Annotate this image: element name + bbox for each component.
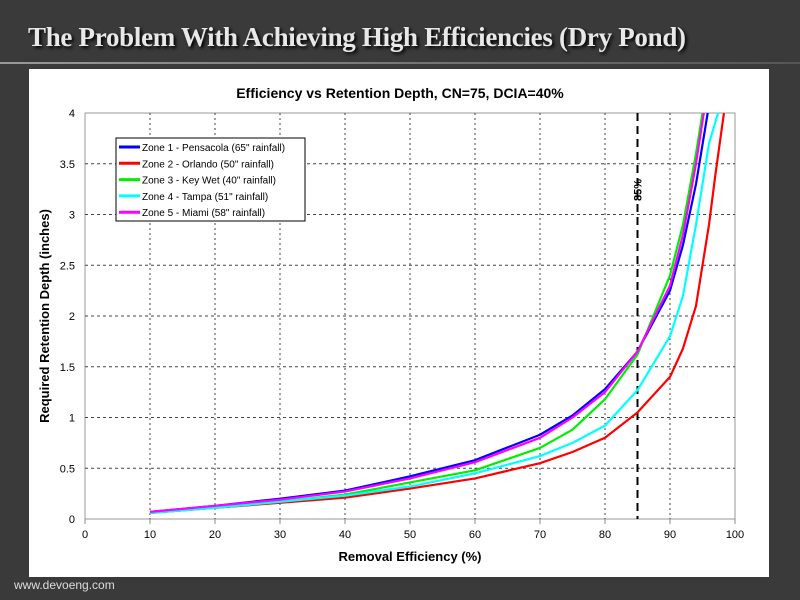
legend-entry: Zone 1 - Pensacola (65" rainfall) (142, 143, 285, 154)
x-axis-label: Removal Efficiency (%) (338, 549, 481, 564)
series-line (149, 112, 705, 513)
x-tick-label: 50 (404, 529, 416, 541)
x-tick-label: 20 (209, 529, 221, 541)
x-tick-label: 40 (339, 529, 351, 541)
y-tick-label: 2.5 (60, 260, 75, 272)
x-tick-label: 0 (82, 529, 88, 541)
legend-entry: Zone 2 - Orlando (50" rainfall) (142, 159, 274, 170)
legend-box (115, 137, 306, 222)
y-tick-label: 1.5 (60, 362, 75, 374)
x-tick-label: 70 (534, 529, 546, 541)
x-tick-label: 80 (599, 529, 611, 541)
footer-url: www.devoeng.com (14, 578, 115, 592)
legend-entry: Zone 4 - Tampa (51" rainfall) (142, 192, 268, 203)
x-tick-label: 30 (274, 529, 286, 541)
y-tick-label: 0 (69, 514, 75, 526)
legend-entry: Zone 5 - Miami (58" rainfall) (142, 208, 265, 219)
legend-entry: Zone 3 - Key Wet (40" rainfall) (142, 176, 276, 187)
x-tick-label: 100 (726, 529, 744, 541)
x-tick-label: 60 (469, 529, 481, 541)
series-line (149, 112, 726, 515)
y-tick-label: 3 (69, 210, 75, 222)
y-tick-label: 0.5 (60, 463, 75, 475)
y-tick-label: 1 (69, 413, 75, 425)
chart-title: Efficiency vs Retention Depth, CN=75, DC… (236, 85, 564, 101)
title-divider (0, 62, 800, 64)
y-tick-label: 3.5 (60, 159, 75, 171)
y-tick-label: 2 (69, 311, 75, 323)
y-tick-label: 4 (69, 108, 75, 120)
x-tick-label: 90 (664, 529, 676, 541)
y-axis-label: Required Retention Depth (inches) (37, 209, 52, 423)
x-tick-label: 10 (144, 529, 156, 541)
threshold-label: 85% (633, 179, 645, 201)
slide-title: The Problem With Achieving High Efficien… (28, 22, 686, 52)
series-line (149, 112, 720, 515)
